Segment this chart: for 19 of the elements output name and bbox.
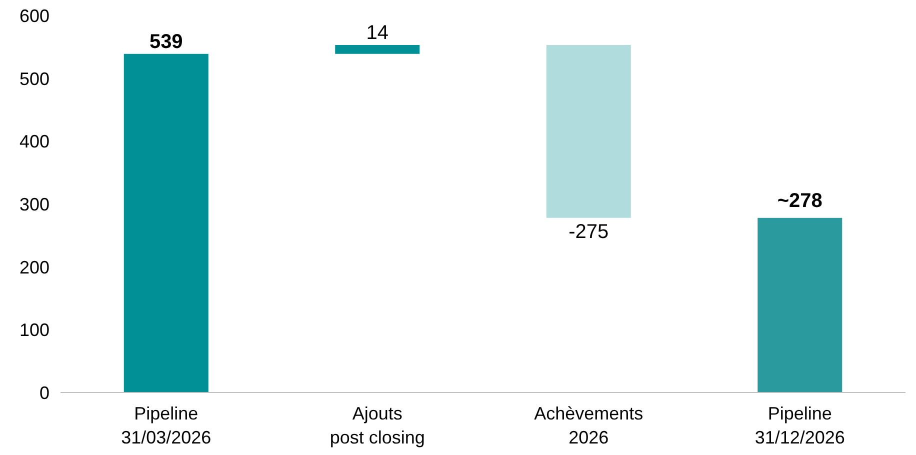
y-tick-label: 200 bbox=[19, 257, 50, 278]
y-tick-label: 500 bbox=[19, 68, 50, 89]
data-label: -275 bbox=[568, 220, 609, 243]
bar bbox=[758, 218, 842, 392]
y-tick-label: 0 bbox=[39, 383, 50, 403]
x-tick-label: Pipeline 31/12/2026 bbox=[754, 404, 845, 448]
data-label: ~278 bbox=[777, 190, 822, 212]
bar bbox=[335, 45, 420, 54]
y-tick-label: 100 bbox=[19, 320, 50, 340]
y-tick-label: 400 bbox=[19, 132, 50, 152]
data-label: 14 bbox=[366, 22, 388, 44]
x-tick-label: Pipeline 31/03/2026 bbox=[121, 404, 212, 448]
x-tick-label: Achèvements 2026 bbox=[534, 404, 644, 448]
x-tick-label: Ajouts post closing bbox=[330, 404, 425, 448]
bar bbox=[124, 54, 208, 392]
y-tick-label: 300 bbox=[19, 194, 50, 214]
data-label: 539 bbox=[149, 30, 183, 53]
bar bbox=[546, 45, 631, 218]
y-tick-label: 600 bbox=[19, 6, 50, 26]
